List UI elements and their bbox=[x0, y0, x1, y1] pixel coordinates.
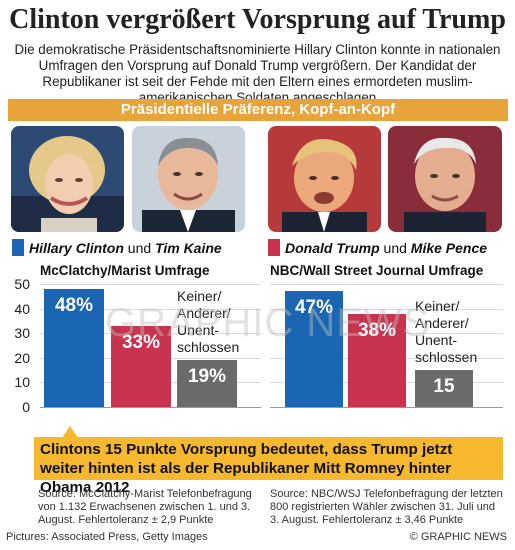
y-tick-label: 50 bbox=[14, 276, 30, 292]
gridline bbox=[270, 407, 503, 408]
bar bbox=[415, 370, 473, 407]
category-label: Anderer/ bbox=[415, 315, 469, 332]
democrat-swatch bbox=[12, 239, 24, 256]
bar-value-label: 47% bbox=[294, 297, 334, 319]
copyright: © GRAPHIC NEWS bbox=[409, 531, 507, 543]
bar-value-label: 33% bbox=[121, 331, 161, 353]
bar bbox=[111, 325, 171, 407]
y-tick-label: 30 bbox=[14, 325, 30, 342]
page-title: Clinton vergrößert Vorsprung auf Trump bbox=[9, 4, 506, 35]
photo-credit: Pictures: Associated Press, Getty Images bbox=[6, 531, 208, 543]
gridline bbox=[270, 284, 503, 285]
legend-dem-running-mate: Tim Kaine bbox=[155, 240, 222, 256]
pence-photo bbox=[388, 126, 502, 232]
legend-republicans: Donald Trump und Mike Pence bbox=[268, 239, 487, 257]
category-label: schlossen bbox=[415, 349, 478, 366]
trump-photo bbox=[268, 126, 381, 232]
bar bbox=[177, 360, 237, 407]
subtitle: Die demokratische Präsidentschaftsnomini… bbox=[14, 42, 501, 105]
source-nbc: Source: NBC/WSJ Telefonbefragung der let… bbox=[270, 488, 503, 526]
y-tick-label: 40 bbox=[14, 300, 30, 317]
bar bbox=[44, 288, 104, 407]
gridline bbox=[270, 308, 503, 310]
legend-rep-and: und bbox=[383, 240, 407, 256]
highlight-note: Clintons 15 Punkte Vorsprung bedeutet, d… bbox=[34, 437, 503, 496]
legend-democrats: Hillary Clinton und Tim Kaine bbox=[12, 239, 222, 257]
category-label: Anderer/ bbox=[177, 305, 231, 322]
legend-dem-candidate: Hillary Clinton bbox=[29, 240, 124, 256]
legend-rep-running-mate: Mike Pence bbox=[410, 240, 488, 256]
y-tick-label: 10 bbox=[14, 374, 30, 391]
bar bbox=[348, 313, 406, 407]
legend-dem-and: und bbox=[127, 240, 152, 256]
category-label: schlossen bbox=[177, 339, 240, 356]
source-marist: Source: McClatchy-Marist Telefonbefragun… bbox=[38, 488, 252, 526]
gridline bbox=[40, 284, 261, 285]
gridline bbox=[40, 407, 261, 408]
kaine-photo bbox=[132, 126, 245, 232]
note-pointer bbox=[62, 426, 78, 438]
clinton-photo bbox=[11, 126, 124, 232]
gridline bbox=[40, 308, 261, 310]
bar-value-label: 48% bbox=[54, 294, 94, 316]
category-label: Keiner/ bbox=[415, 298, 460, 315]
category-label: Keiner/ bbox=[177, 288, 222, 305]
bar bbox=[285, 291, 343, 407]
category-label: Unent- bbox=[177, 322, 220, 339]
bar-value-label: 15 bbox=[433, 376, 455, 398]
bar-value-label: 19% bbox=[187, 366, 227, 388]
category-label: Unent- bbox=[415, 332, 458, 349]
section-banner: Präsidentielle Präferenz, Kopf-an-Kopf bbox=[8, 99, 508, 121]
legend-rep-candidate: Donald Trump bbox=[285, 240, 380, 256]
bar-value-label: 38% bbox=[357, 319, 397, 341]
survey-title-nbc: NBC/Wall Street Journal Umfrage bbox=[270, 263, 484, 278]
republican-swatch bbox=[268, 239, 280, 256]
survey-title-marist: McClatchy/Marist Umfrage bbox=[40, 263, 210, 278]
y-tick-label: 0 bbox=[22, 399, 30, 415]
y-tick-label: 20 bbox=[14, 349, 30, 366]
